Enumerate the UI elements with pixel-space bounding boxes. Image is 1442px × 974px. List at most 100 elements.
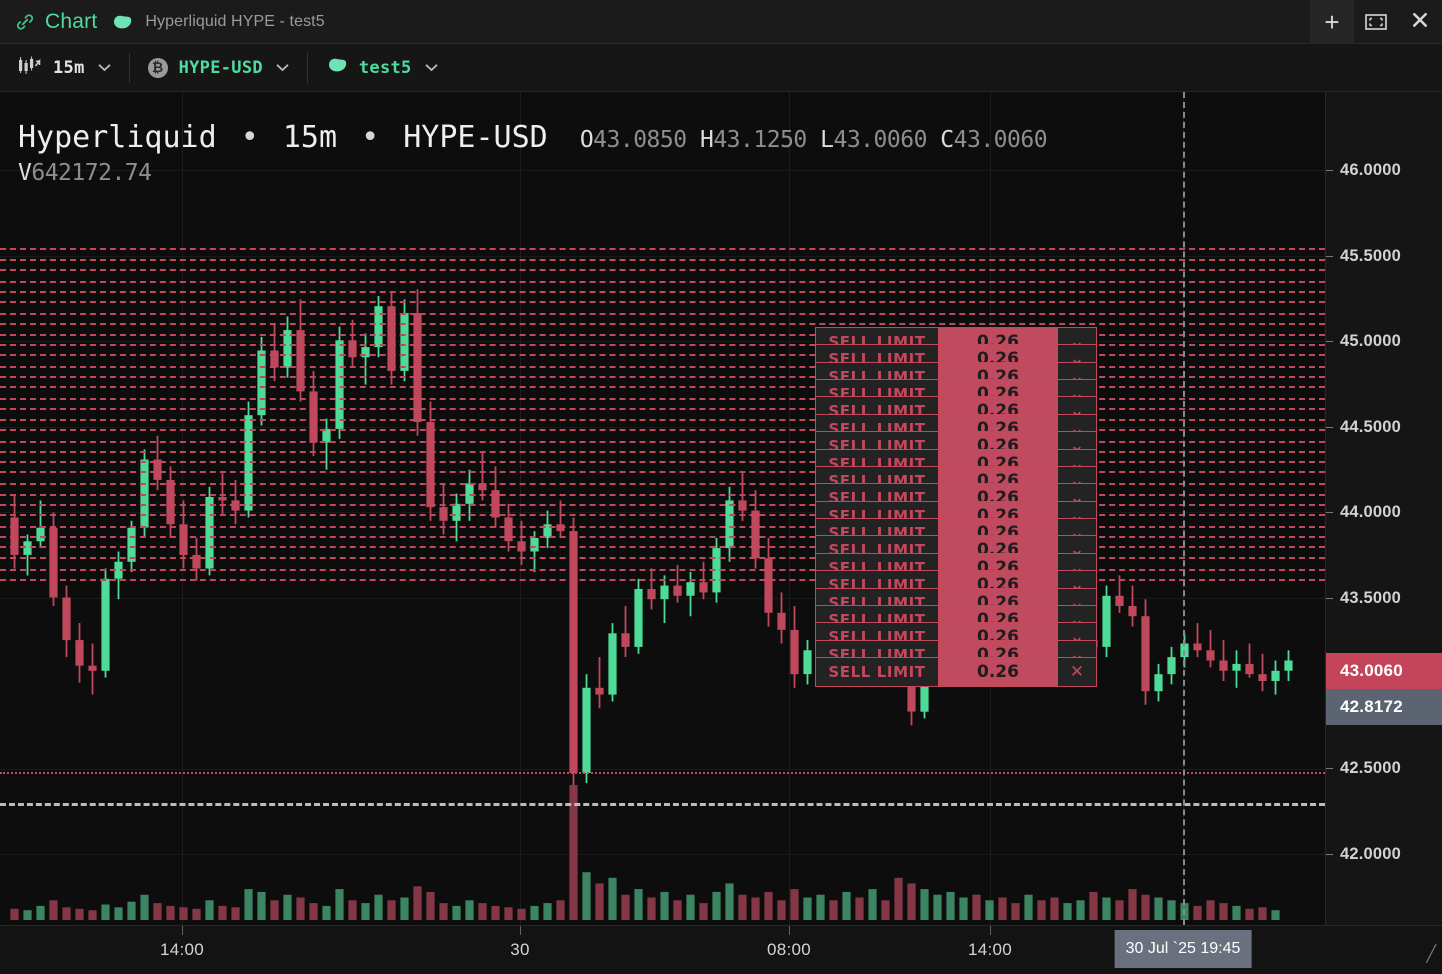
resize-handle-icon[interactable]: ╱: [1426, 946, 1436, 963]
time-tick: [182, 926, 183, 935]
time-tick-label: 14:00: [967, 940, 1013, 959]
sell-limit-order-line[interactable]: [0, 526, 1325, 528]
crosshair-vertical-line: [1183, 92, 1185, 925]
sell-limit-order-stack[interactable]: SELL LIMIT 0.26 ⌄ SELL LIMIT 0.26 ⌄ SELL LIMIT…: [815, 327, 1097, 687]
sell-limit-order-line[interactable]: [0, 268, 1325, 271]
account-label: test5: [358, 57, 412, 78]
sell-limit-order-line[interactable]: [0, 290, 1325, 293]
sell-limit-order-line[interactable]: [0, 343, 1325, 346]
price-tick-label: 42.5000: [1340, 758, 1402, 777]
sell-limit-order-line[interactable]: [0, 461, 1325, 464]
vertical-gridline: [789, 92, 790, 925]
price-tick-label: 45.5000: [1340, 246, 1402, 265]
sell-limit-order-line[interactable]: [0, 568, 1325, 571]
sell-limit-order-line[interactable]: [0, 258, 1325, 261]
entry-price-line: [0, 803, 1325, 806]
order-type-label: SELL LIMIT: [815, 657, 939, 687]
horizontal-gridline: [0, 854, 1325, 855]
price-tick-label: 46.0000: [1340, 160, 1402, 179]
last-price-badge[interactable]: 43.0060: [1326, 653, 1442, 689]
sell-limit-order-row[interactable]: SELL LIMIT 0.26 ✕: [815, 657, 1097, 687]
time-tick-label: 14:00: [159, 940, 205, 959]
vertical-gridline: [182, 92, 183, 925]
sell-limit-order-line[interactable]: [0, 546, 1325, 549]
toolbar-divider: [306, 52, 308, 83]
toolbar-divider: [128, 52, 130, 83]
sell-limit-order-line[interactable]: [0, 514, 1325, 516]
price-tick: 42.0000: [1326, 844, 1442, 864]
sell-limit-order-line[interactable]: [0, 333, 1325, 336]
sell-limit-order-line[interactable]: [0, 451, 1325, 453]
tick-dash: [1326, 426, 1333, 428]
symbol-selector[interactable]: ₿ HYPE-USD: [130, 44, 307, 92]
candlestick-icon: [18, 54, 42, 81]
tick-dash: [1326, 767, 1333, 769]
vertical-gridline: [520, 92, 521, 925]
price-tick: 45.0000: [1326, 331, 1442, 351]
sell-limit-order-line[interactable]: [0, 483, 1325, 486]
order-quantity: 0.26: [939, 657, 1057, 687]
blob-icon: [111, 13, 133, 31]
bitcoin-icon: ₿: [147, 57, 168, 78]
time-axis[interactable]: 14:00 30 08:00 14:00 30 Jul `25 19:45 ╱: [0, 925, 1442, 974]
sell-limit-order-line[interactable]: [0, 280, 1325, 283]
sell-limit-order-line[interactable]: [0, 398, 1325, 401]
crosshair-time-label: 30 Jul `25 19:45: [1114, 930, 1252, 968]
interval-label: 15m: [53, 57, 85, 78]
account-selector[interactable]: test5: [308, 44, 456, 92]
sell-limit-order-line[interactable]: [0, 408, 1325, 411]
chart-canvas[interactable]: Hyperliquid • 15m • HYPE-USD O43.0850 H4…: [0, 92, 1325, 925]
entry-price-badge[interactable]: 42.8172: [1326, 689, 1442, 725]
candlestick-series: [10, 289, 1293, 921]
price-tick: 44.0000: [1326, 502, 1442, 522]
chevron-down-icon[interactable]: [424, 61, 438, 75]
link-icon[interactable]: [14, 11, 36, 33]
restore-window-button[interactable]: [1354, 0, 1398, 44]
price-tick-label: 45.0000: [1340, 331, 1402, 350]
order-cancel-icon[interactable]: ✕: [1057, 657, 1097, 687]
title-bar: Chart Hyperliquid HYPE - test5 + ✕: [0, 0, 1442, 44]
interval-selector[interactable]: 15m: [0, 44, 129, 92]
horizontal-gridline: [0, 512, 1325, 513]
sell-limit-order-line[interactable]: [0, 365, 1325, 368]
time-tick: [789, 926, 790, 935]
sell-limit-order-line[interactable]: [0, 536, 1325, 539]
price-axis[interactable]: 46.0000 45.5000 45.0000 44.5000 44.0000 …: [1325, 92, 1442, 925]
time-tick: [520, 926, 521, 935]
tick-dash: [1326, 853, 1333, 855]
horizontal-gridline: [0, 170, 1325, 171]
sell-limit-order-line[interactable]: [0, 418, 1325, 421]
sell-limit-order-line[interactable]: [0, 301, 1325, 304]
price-tick-label: 43.5000: [1340, 588, 1402, 607]
chart-title: Chart: [45, 9, 98, 33]
sell-limit-order-line[interactable]: [0, 353, 1325, 356]
sell-limit-order-line[interactable]: [0, 556, 1325, 559]
sell-limit-order-line[interactable]: [0, 386, 1325, 389]
chevron-down-icon[interactable]: [276, 61, 289, 75]
sell-limit-order-line[interactable]: [0, 313, 1325, 315]
sell-limit-order-line[interactable]: [0, 503, 1325, 506]
sell-limit-order-line[interactable]: [0, 440, 1325, 443]
price-tick: 42.5000: [1326, 758, 1442, 778]
tick-dash: [1326, 597, 1333, 599]
time-tick: [990, 926, 991, 935]
sell-limit-order-line[interactable]: [0, 471, 1325, 474]
price-tick: 46.0000: [1326, 160, 1442, 180]
horizontal-gridline: [0, 256, 1325, 257]
toolbar: 15m ₿ HYPE-USD test5: [0, 44, 1442, 122]
tick-dash: [1326, 169, 1333, 171]
price-tick: 45.5000: [1326, 246, 1442, 266]
sell-limit-order-line[interactable]: [0, 376, 1325, 378]
sell-limit-order-line[interactable]: [0, 578, 1325, 581]
sell-limit-order-line[interactable]: [0, 323, 1325, 326]
sell-limit-order-line[interactable]: [0, 428, 1325, 431]
horizontal-gridline: [0, 341, 1325, 342]
sell-limit-order-line[interactable]: [0, 493, 1325, 496]
tick-dash: [1326, 340, 1333, 342]
time-tick-label: 30: [510, 940, 530, 959]
sell-limit-order-line[interactable]: [0, 248, 1325, 251]
new-tab-button[interactable]: +: [1310, 0, 1354, 44]
chevron-down-icon[interactable]: [97, 61, 111, 75]
close-window-button[interactable]: ✕: [1409, 7, 1431, 35]
